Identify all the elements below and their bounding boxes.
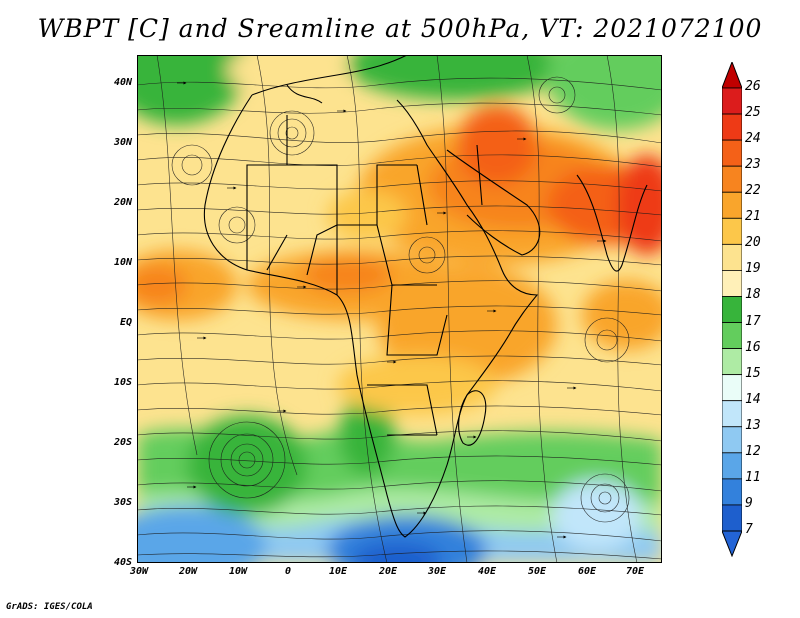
lon-label-50e: 50E <box>527 566 547 577</box>
lon-label-0: 0 <box>284 566 292 577</box>
colorbar-cap-bottom <box>722 530 742 557</box>
lat-label-10n: 10N <box>113 257 132 268</box>
colorbar-cells <box>722 62 742 557</box>
colorbar-label: 17 <box>745 313 761 329</box>
colorbar-label: 19 <box>745 261 761 277</box>
lon-label-70e: 70E <box>625 566 645 577</box>
colorbar-cell <box>722 348 742 376</box>
colorbar-cell <box>722 87 742 115</box>
colorbar-cell <box>722 374 742 402</box>
colorbar-label: 22 <box>745 183 761 199</box>
colorbar-cell <box>722 139 742 167</box>
colorbar-cell <box>722 217 742 245</box>
colorbar-cell <box>722 113 742 141</box>
colorbar-cell <box>722 504 742 532</box>
lat-label-40s: 40S <box>113 557 132 568</box>
coastlines <box>203 55 648 538</box>
colorbar-cell <box>722 165 742 193</box>
colorbar-cap-top <box>722 62 742 89</box>
map-panel <box>137 55 662 563</box>
lon-label-20e: 20E <box>378 566 398 577</box>
colorbar-cell <box>722 400 742 428</box>
colorbar-label: 14 <box>745 391 761 407</box>
colorbar-cell <box>722 478 742 506</box>
colorbar-label: 15 <box>745 365 761 381</box>
colorbar-label: 20 <box>745 235 761 251</box>
shaded-field <box>137 55 662 563</box>
colorbar <box>722 62 742 557</box>
lat-label-eq: EQ <box>119 317 132 328</box>
colorbar-label: 18 <box>745 287 761 303</box>
colorbar-label: 9 <box>745 495 753 511</box>
lat-label-30s: 30S <box>113 497 132 508</box>
colorbar-label: 11 <box>745 469 761 485</box>
lon-label-10e: 10E <box>328 566 348 577</box>
colorbar-cell <box>722 296 742 323</box>
colorbar-label: 12 <box>745 443 761 459</box>
lat-label-20n: 20N <box>113 197 132 208</box>
colorbar-label: 24 <box>745 131 761 147</box>
colorbar-label: 16 <box>745 339 761 355</box>
map-title: WBPT [C] and Sreamline at 500hPa, VT: 20… <box>37 14 763 43</box>
lon-label-20w: 20W <box>178 566 198 577</box>
colorbar-label: 25 <box>745 105 761 121</box>
lat-label-40n: 40N <box>113 77 132 88</box>
colorbar-cell <box>722 243 742 271</box>
colorbar-label: 13 <box>745 417 761 433</box>
lon-label-60e: 60E <box>577 566 597 577</box>
colorbar-label: 7 <box>745 522 753 537</box>
lat-label-10s: 10S <box>113 377 132 388</box>
colorbar-cell <box>722 322 742 349</box>
lon-label-30w: 30W <box>129 566 149 577</box>
wbpt-streamline-map <box>137 55 662 563</box>
colorbar-cell <box>722 452 742 480</box>
colorbar-label: 23 <box>745 157 761 173</box>
lat-label-30n: 30N <box>113 137 132 148</box>
colorbar-label: 21 <box>745 209 761 225</box>
colorbar-cell <box>722 426 742 454</box>
credit-text: GrADS: IGES/COLA <box>6 602 93 612</box>
map-frame <box>137 55 662 563</box>
lat-label-20s: 20S <box>113 437 132 448</box>
colorbar-cell <box>722 270 742 297</box>
colorbar-label: 26 <box>745 79 761 94</box>
lon-label-30e: 30E <box>427 566 447 577</box>
lon-label-40e: 40E <box>477 566 497 577</box>
lon-label-10w: 10W <box>228 566 248 577</box>
colorbar-cell <box>722 191 742 219</box>
